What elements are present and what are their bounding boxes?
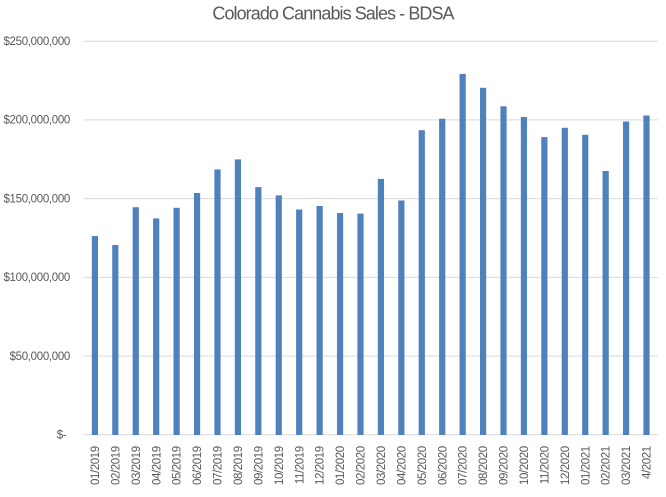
svg-text:02/2020: 02/2020 <box>356 446 368 485</box>
svg-text:10/2020: 10/2020 <box>519 446 531 485</box>
svg-text:05/2019: 05/2019 <box>172 446 184 485</box>
svg-text:12/2019: 12/2019 <box>315 446 327 485</box>
svg-text:03/2021: 03/2021 <box>621 446 633 485</box>
svg-text:08/2019: 08/2019 <box>233 446 245 485</box>
svg-text:11/2020: 11/2020 <box>539 446 551 484</box>
svg-text:Colorado Cannabis Sales - BDSA: Colorado Cannabis Sales - BDSA <box>212 4 454 24</box>
svg-text:01/2019: 01/2019 <box>90 446 102 485</box>
svg-text:08/2020: 08/2020 <box>478 446 490 485</box>
svg-text:10/2019: 10/2019 <box>274 446 286 485</box>
svg-text:06/2019: 06/2019 <box>192 446 204 485</box>
svg-text:07/2019: 07/2019 <box>213 446 225 485</box>
svg-text:03/2019: 03/2019 <box>131 446 143 485</box>
svg-text:$150,000,000: $150,000,000 <box>3 193 70 205</box>
svg-text:05/2020: 05/2020 <box>417 446 429 485</box>
svg-text:06/2020: 06/2020 <box>437 446 449 485</box>
svg-text:4/2021: 4/2021 <box>642 446 654 479</box>
svg-text:04/2020: 04/2020 <box>396 446 408 485</box>
svg-text:12/2020: 12/2020 <box>560 446 572 485</box>
svg-text:11/2019: 11/2019 <box>294 446 306 484</box>
svg-text:$100,000,000: $100,000,000 <box>3 272 70 284</box>
svg-text:$250,000,000: $250,000,000 <box>3 36 70 48</box>
svg-text:09/2019: 09/2019 <box>253 446 265 485</box>
svg-text:04/2019: 04/2019 <box>151 446 163 485</box>
svg-text:$50,000,000: $50,000,000 <box>10 351 70 363</box>
svg-text:$200,000,000: $200,000,000 <box>3 115 70 127</box>
svg-text:09/2020: 09/2020 <box>499 446 511 485</box>
svg-text:02/2021: 02/2021 <box>601 446 613 485</box>
svg-text:$-: $- <box>57 430 67 442</box>
svg-text:01/2020: 01/2020 <box>335 446 347 485</box>
svg-text:03/2020: 03/2020 <box>376 446 388 485</box>
svg-text:07/2020: 07/2020 <box>458 446 470 485</box>
svg-text:02/2019: 02/2019 <box>110 446 122 485</box>
svg-text:01/2021: 01/2021 <box>580 446 592 485</box>
